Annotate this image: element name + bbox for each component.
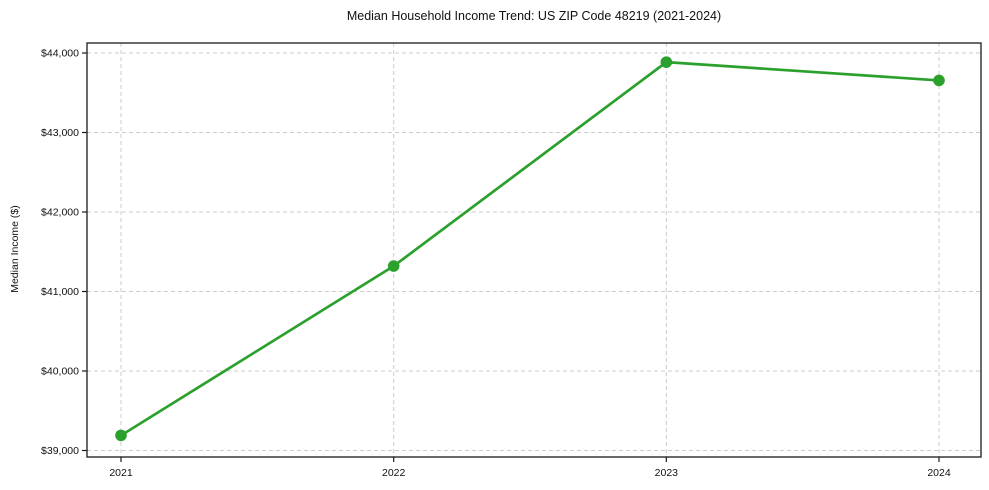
chart-title: Median Household Income Trend: US ZIP Co… xyxy=(346,9,722,23)
y-tick-label: $43,000 xyxy=(41,127,79,139)
x-tick-label: 2022 xyxy=(382,467,406,479)
data-point-2023 xyxy=(660,56,673,68)
data-point-2021 xyxy=(115,429,127,442)
y-tick-label: $40,000 xyxy=(41,366,79,378)
trend-line xyxy=(119,60,941,437)
y-tick-label: $39,000 xyxy=(41,445,79,457)
x-tick-label: 2024 xyxy=(927,467,951,479)
x-tick-label: 2021 xyxy=(109,467,133,479)
plot-border xyxy=(86,42,982,458)
data-point-2022 xyxy=(387,260,400,272)
data-point-2024 xyxy=(933,74,945,87)
y-tick-label: $42,000 xyxy=(41,207,79,219)
y-tick-label: $41,000 xyxy=(41,286,79,298)
y-tick-label: $44,000 xyxy=(41,48,79,60)
x-tick-label: 2023 xyxy=(655,467,679,479)
